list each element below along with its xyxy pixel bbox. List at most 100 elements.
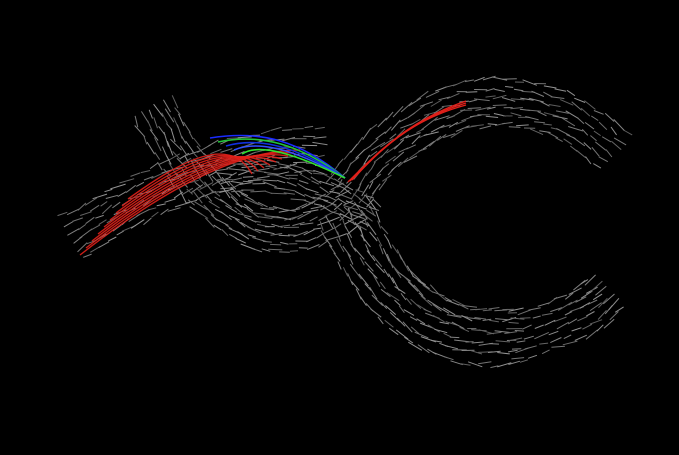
vector-glyph <box>181 136 187 144</box>
vector-glyph <box>494 309 508 312</box>
vector-glyph <box>380 148 389 158</box>
vector-glyph <box>357 224 367 231</box>
vector-glyph <box>140 170 151 174</box>
vector-glyph <box>513 88 524 92</box>
vector-glyph <box>517 309 531 316</box>
vector-glyph <box>305 169 315 172</box>
vector-glyph <box>371 294 384 307</box>
vector-glyph <box>322 227 335 235</box>
vector-glyph <box>290 198 307 201</box>
vector-glyph <box>445 345 459 350</box>
vector-glyph <box>257 175 270 179</box>
vector-glyph <box>473 76 485 82</box>
vector-glyph <box>451 321 465 330</box>
vector-glyph <box>347 204 356 211</box>
vector-glyph <box>234 206 244 215</box>
vector-glyph <box>242 180 254 183</box>
vector-glyph <box>143 135 148 145</box>
vector-glyph <box>550 96 565 99</box>
vector-glyph <box>534 331 550 340</box>
vector-glyph <box>66 208 80 216</box>
vector-glyph <box>576 117 585 125</box>
vector-glyph <box>198 163 208 176</box>
vector-glyph <box>376 167 384 177</box>
vector-glyph <box>191 151 198 158</box>
vector-glyph <box>225 204 238 213</box>
vector-glyph <box>510 112 522 117</box>
vector-glyph <box>409 269 421 282</box>
vector-glyph <box>274 174 290 180</box>
vector-glyph <box>382 248 390 262</box>
vector-glyph <box>95 214 104 219</box>
vector-glyph <box>571 327 582 332</box>
vector-glyph <box>231 177 243 181</box>
vector-glyph <box>359 220 370 227</box>
vector-glyph <box>386 292 400 302</box>
vector-glyph <box>393 139 405 150</box>
vector-glyph <box>579 302 591 309</box>
vector-glyph <box>335 190 350 199</box>
vector-glyph <box>226 190 239 202</box>
vector-glyph <box>162 99 171 113</box>
vector-glyph <box>602 293 615 305</box>
vector-glyph <box>339 213 353 220</box>
vector-glyph <box>428 135 442 147</box>
streamline <box>79 149 301 256</box>
vector-glyph <box>519 359 529 363</box>
vector-glyph <box>585 329 598 340</box>
vector-glyph <box>284 188 296 192</box>
vector-glyph <box>581 128 589 136</box>
vector-glyph <box>154 152 161 160</box>
vector-glyph <box>284 216 297 221</box>
vector-glyph <box>77 242 88 253</box>
vector-glyph <box>272 205 284 210</box>
vector-glyph <box>116 230 124 236</box>
vector-glyph <box>396 128 406 138</box>
vector-glyph <box>525 116 539 121</box>
vector-glyph <box>179 145 188 157</box>
vector-glyph <box>303 229 315 236</box>
vector-glyph <box>454 339 470 343</box>
vector-glyph <box>350 187 360 200</box>
vector-glyph <box>534 121 545 124</box>
vector-glyph <box>359 296 367 306</box>
vector-glyph <box>403 309 415 316</box>
vector-glyph <box>297 211 312 220</box>
streamline <box>103 155 277 228</box>
vector-glyph <box>548 330 559 336</box>
vector-glyph <box>553 316 567 323</box>
vector-glyph <box>442 133 456 139</box>
vector-glyph <box>494 330 510 333</box>
vector-glyph <box>237 231 250 240</box>
vector-glyph <box>270 192 287 195</box>
vector-glyph <box>353 201 364 216</box>
vector-glyph <box>143 176 154 181</box>
vector-glyph <box>328 244 336 255</box>
vector-glyph <box>227 181 237 190</box>
vector-glyph <box>584 100 596 110</box>
vector-glyph <box>526 109 542 112</box>
vector-glyph <box>610 126 618 136</box>
vector-glyph <box>302 209 319 214</box>
vector-glyph <box>603 318 615 329</box>
vector-glyph <box>130 172 141 177</box>
vector-glyph <box>263 179 278 182</box>
vector-glyph <box>214 168 229 172</box>
vector-glyph <box>261 248 271 252</box>
streamline <box>241 148 346 179</box>
vector-glyph <box>380 301 388 310</box>
vector-glyph <box>405 132 421 139</box>
vector-glyph <box>225 223 233 230</box>
vector-glyph <box>534 324 544 329</box>
vector-glyph <box>397 157 409 168</box>
vector-glyph <box>333 252 341 262</box>
vector-glyph <box>404 336 414 344</box>
vector-glyph <box>173 171 188 179</box>
vector-glyph <box>205 217 215 228</box>
vector-glyph <box>167 153 181 162</box>
vector-glyph <box>363 154 371 165</box>
vector-glyph <box>253 178 266 181</box>
vector-glyph <box>575 149 587 159</box>
vector-glyph <box>170 138 182 151</box>
vector-glyph <box>333 178 345 186</box>
